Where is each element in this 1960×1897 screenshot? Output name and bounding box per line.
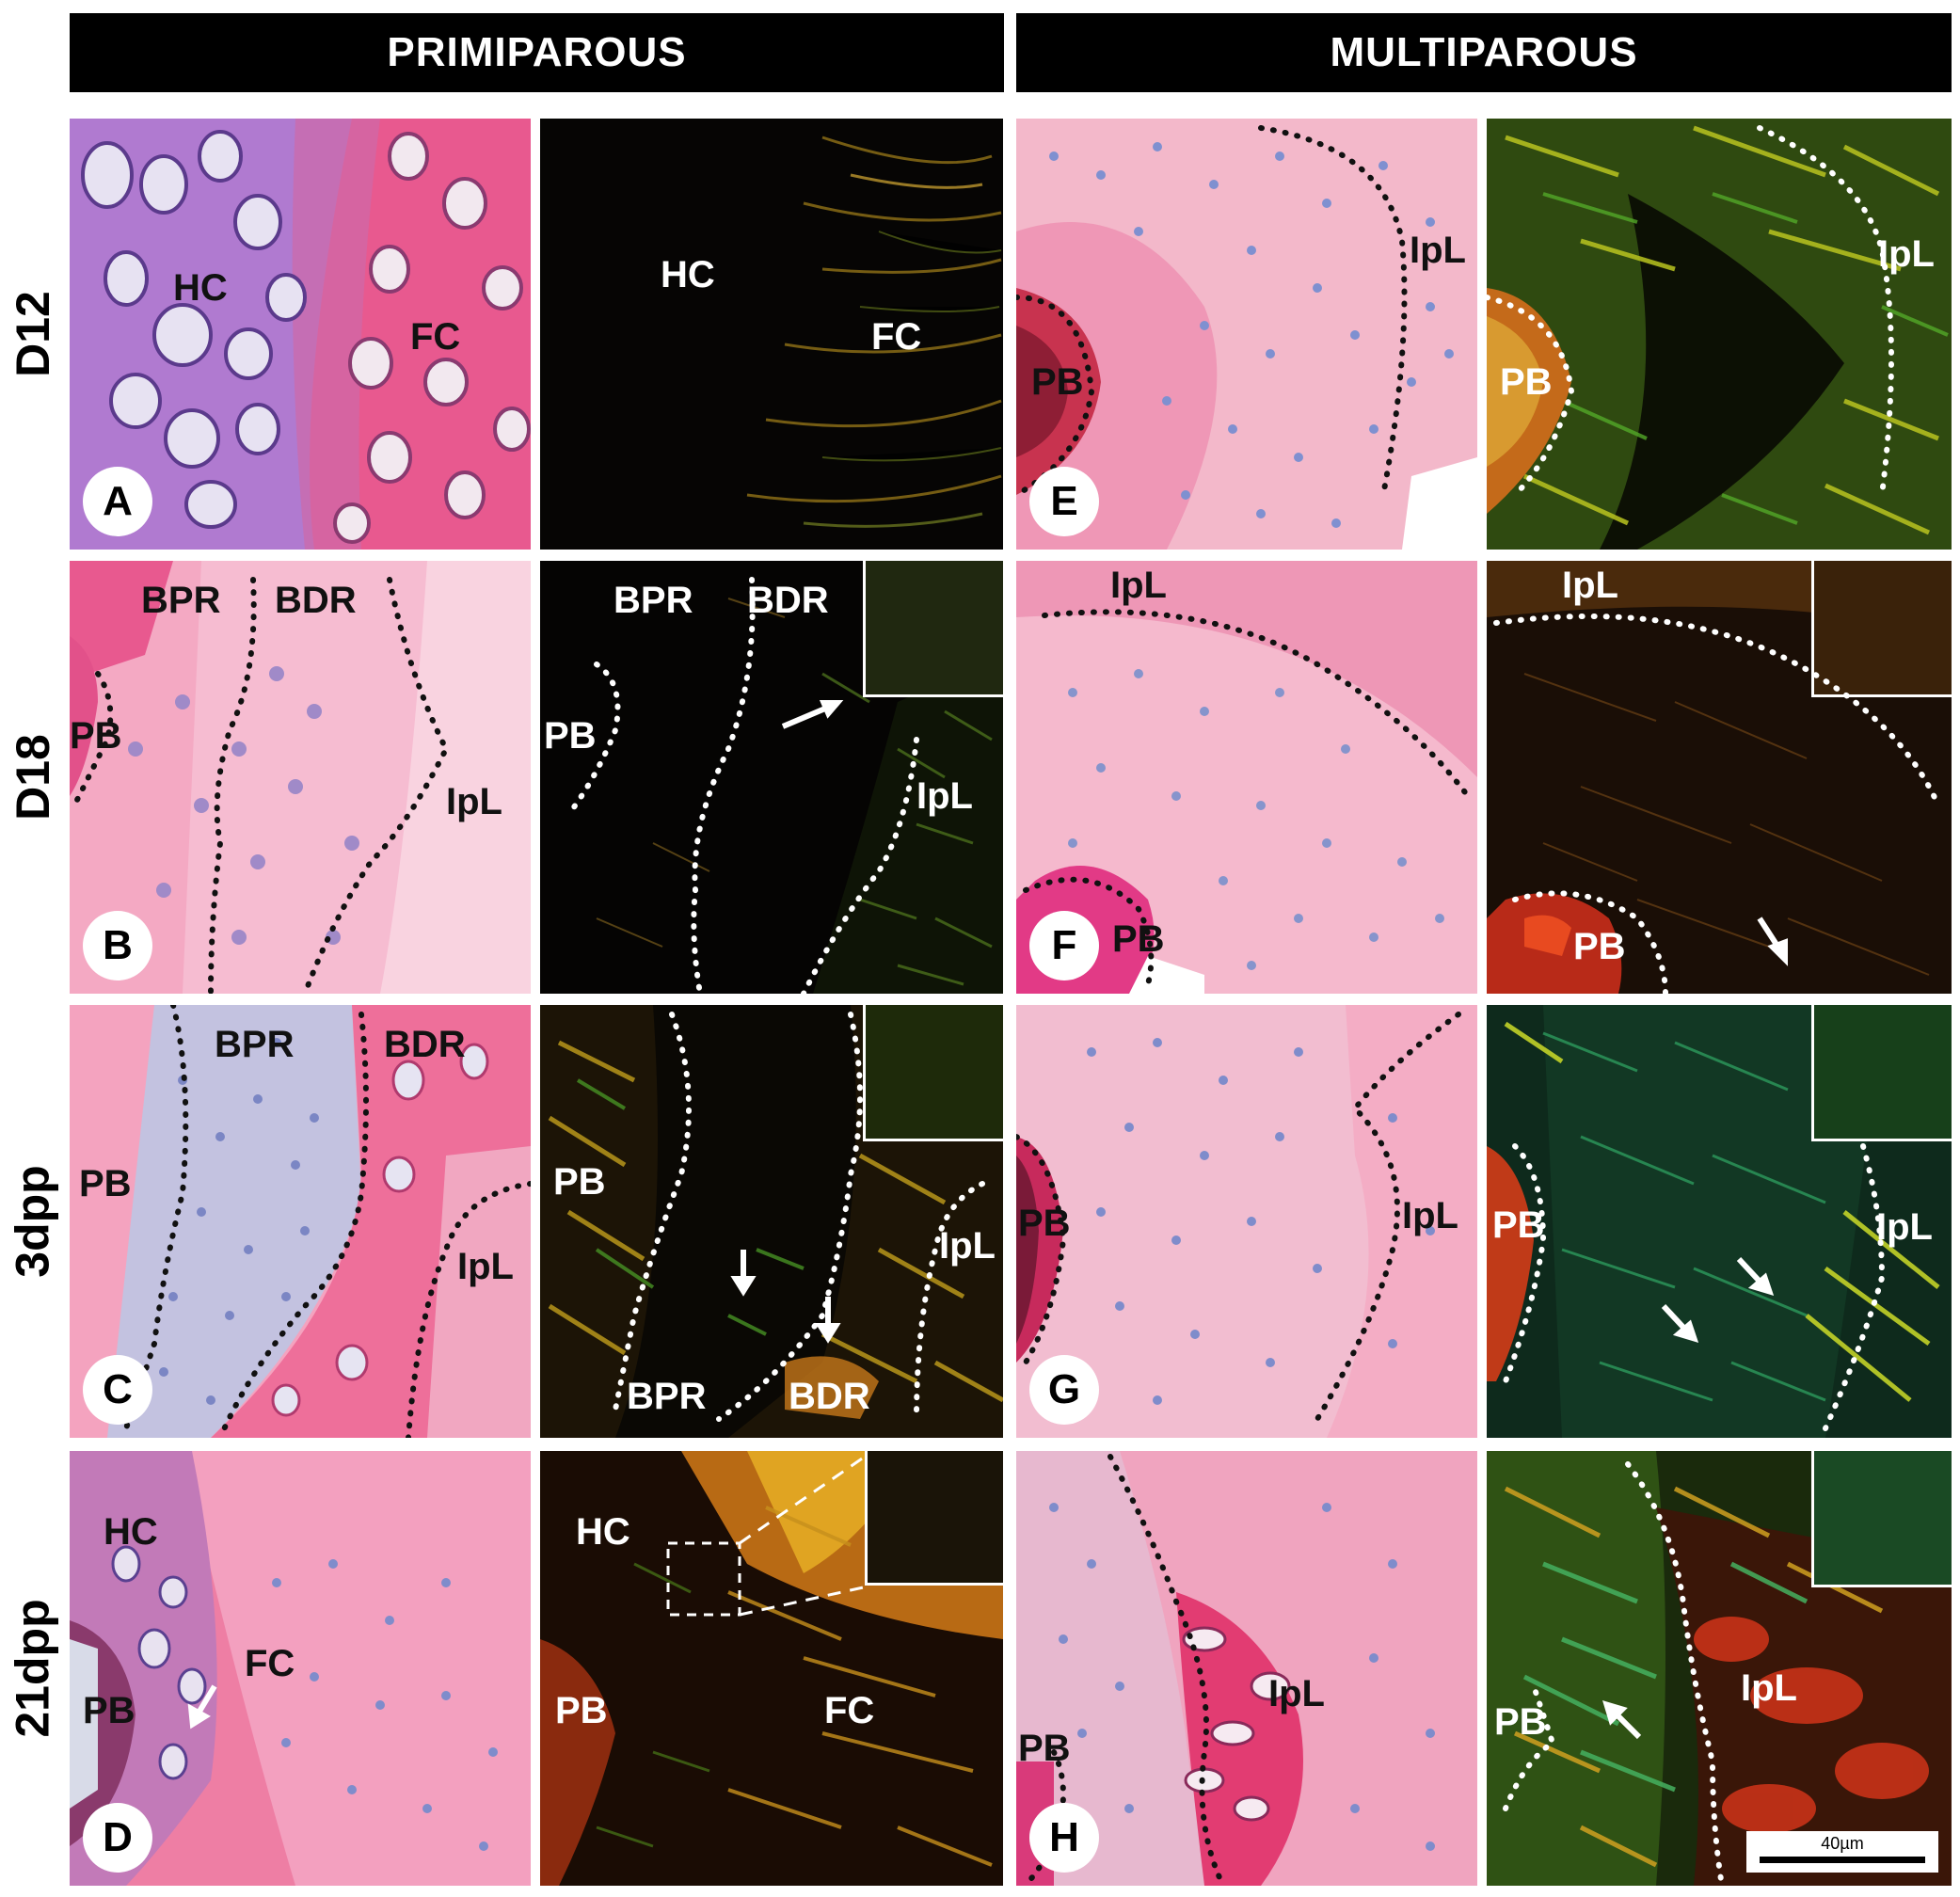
panel-a-polarized: HC FC [540,119,1003,550]
panel-d-polarized: HC PB FC [540,1451,1003,1886]
label-hc: HC [661,254,715,295]
panel-letter-c: C [83,1355,152,1425]
label-ipl: IpL [916,775,973,817]
header-primiparous: PRIMIPAROUS [70,13,1004,92]
label-pb: PB [1018,1728,1071,1769]
label-ipl: IpL [1878,233,1935,275]
label-fc: FC [410,316,461,358]
label-pb: PB [553,1161,606,1203]
panel-h-he: IpL PB H [1016,1451,1477,1886]
label-ipl: IpL [1876,1206,1933,1248]
label-hc: HC [576,1511,630,1553]
label-pb: PB [1018,1203,1071,1244]
panel-f-polarized: IpL PB [1487,561,1952,994]
scale-bar-line [1760,1857,1925,1863]
panel-e-polarized: PB IpL [1487,119,1952,550]
label-ipl: IpL [1268,1673,1325,1714]
label-pb: PB [555,1690,608,1731]
label-ipl: IpL [1741,1667,1797,1709]
label-pb: PB [83,1690,135,1731]
panel-letter-g: G [1029,1355,1099,1425]
panel-f-he: IpL PB F [1016,561,1477,994]
label-bpr: BPR [215,1024,295,1065]
row-label-d12: D12 [7,291,60,377]
label-bpr: BPR [627,1376,707,1417]
label-pb: PB [1492,1204,1545,1246]
panel-g-polarized: PB IpL [1487,1005,1952,1438]
panel-letter-b: B [83,911,152,980]
inset-magnified [865,1451,1003,1586]
label-ipl: IpL [446,781,502,822]
panel-d-he: HC FC PB D [70,1451,531,1886]
label-bpr: BPR [613,580,693,621]
label-bdr: BDR [275,580,357,621]
label-pb: PB [79,1163,132,1204]
label-pb: PB [1573,926,1626,967]
panel-g-he: PB IpL G [1016,1005,1477,1438]
label-pb: PB [1112,918,1165,960]
label-ipl: IpL [939,1225,996,1267]
scale-bar-label: 40µm [1821,1834,1864,1853]
panel-b-polarized: BPR BDR PB IpL [540,561,1003,994]
panel-h-polarized: PB IpL 40µm [1487,1451,1952,1886]
row-label-21dpp: 21dpp [7,1599,59,1738]
panel-letter-f: F [1029,911,1099,980]
label-ipl: IpL [457,1246,514,1287]
label-ipl: IpL [1562,565,1618,606]
label-fc: FC [824,1690,875,1731]
inset-magnified [1811,1451,1952,1587]
panel-letter-h: H [1029,1803,1099,1873]
label-pb: PB [544,715,597,757]
label-pb: PB [1494,1701,1547,1743]
label-bdr: BDR [747,580,829,621]
inset-magnified [863,561,1003,697]
row-label-3dpp: 3dpp [7,1165,59,1278]
header-multiparous: MULTIPAROUS [1016,13,1952,92]
label-hc: HC [173,267,228,309]
panel-letter-d: D [83,1803,152,1873]
panel-a-he: HC FC A [70,119,531,550]
label-fc: FC [871,316,922,358]
label-pb: PB [1031,361,1084,403]
panel-letter-e: E [1029,467,1099,536]
label-pb: PB [1500,361,1553,403]
inset-magnified [1811,1005,1952,1141]
inset-magnified [1811,561,1952,697]
scale-bar: 40µm [1746,1831,1938,1873]
label-hc: HC [104,1511,158,1553]
panel-letter-a: A [83,467,152,536]
panel-e-he: PB IpL E [1016,119,1477,550]
label-ipl: IpL [1402,1195,1458,1236]
label-pb: PB [70,715,122,757]
label-bdr: BDR [789,1376,870,1417]
row-label-d18: D18 [7,734,60,821]
inset-magnified [863,1005,1003,1141]
label-bdr: BDR [384,1024,466,1065]
label-fc: FC [245,1643,295,1684]
panel-c-polarized: PB IpL BPR BDR [540,1005,1003,1438]
label-ipl: IpL [1410,230,1466,271]
label-ipl: IpL [1110,565,1167,606]
label-bpr: BPR [141,580,221,621]
panel-c-he: BPR BDR PB IpL C [70,1005,531,1438]
panel-b-he: BPR BDR PB IpL B [70,561,531,994]
